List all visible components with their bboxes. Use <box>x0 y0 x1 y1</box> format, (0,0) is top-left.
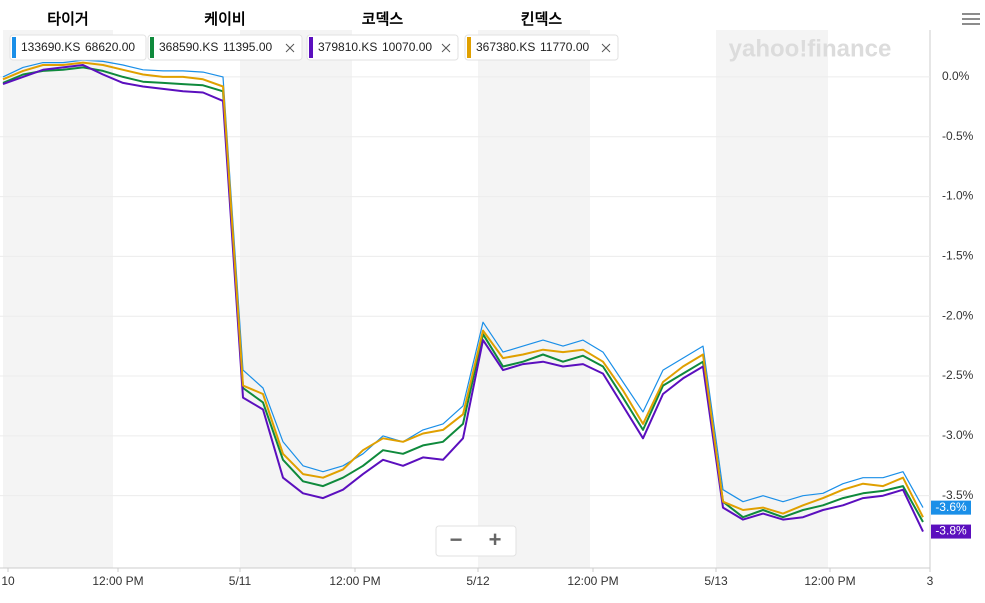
legend-name: 367380.KS <box>476 40 535 54</box>
x-tick-label: 5/13 <box>704 574 728 588</box>
x-tick-label: 12:00 PM <box>92 574 143 588</box>
end-label-bg <box>931 524 971 539</box>
close-icon <box>441 43 451 53</box>
y-tick-label: -2.5% <box>942 368 974 382</box>
settings-icon[interactable] <box>962 13 980 25</box>
y-tick-label: -0.5% <box>942 129 974 143</box>
series-line <box>2 66 924 523</box>
legend-chip: 133690.KS 68620.00 <box>9 34 147 61</box>
zoom-button[interactable]: − <box>450 527 463 552</box>
remove-button[interactable] <box>601 43 611 53</box>
zoom-button[interactable]: + <box>489 527 502 552</box>
y-tick-label: -1.0% <box>942 189 974 203</box>
series-alias: 킨덱스 <box>521 10 563 28</box>
legend-chip: 379810.KS 10070.00 <box>306 34 459 61</box>
end-label-bg <box>931 500 971 515</box>
series-alias: 케이비 <box>204 11 245 28</box>
close-icon <box>285 43 295 53</box>
remove-button[interactable] <box>441 43 451 53</box>
y-tick-label: -3.0% <box>942 428 974 442</box>
x-tick-label: 5/12 <box>466 574 490 588</box>
series-alias: 코덱스 <box>362 11 404 28</box>
chip-bg <box>306 34 459 61</box>
series-line <box>2 59 924 508</box>
chip-color <box>467 37 471 58</box>
x-tick-label: 12:00 PM <box>567 574 618 588</box>
legend-name: 133690.KS <box>21 40 80 54</box>
legend-price: 11770.00 <box>540 40 589 54</box>
zoom-controls: − + <box>435 525 517 557</box>
y-tick-label: -3.5% <box>942 488 974 502</box>
series-line <box>2 64 924 533</box>
chip-bg <box>464 34 619 61</box>
chip-bg <box>147 34 303 61</box>
remove-button[interactable] <box>285 43 295 53</box>
x-tick-label: 3 <box>927 574 934 588</box>
y-tick-label: -2.0% <box>942 308 974 322</box>
x-tick-label: 5/11 <box>229 574 252 588</box>
watermark: yahoo!finance <box>729 35 892 62</box>
y-tick-label: -1.5% <box>942 249 974 263</box>
zoom-bg <box>435 525 517 557</box>
x-tick-label: 10 <box>1 574 15 588</box>
chip-color <box>309 37 313 58</box>
legend-chip: 367380.KS 11770.00 <box>464 34 619 61</box>
legend-price: 11395.00 <box>223 40 272 54</box>
chip-bg <box>9 34 147 61</box>
chip-color <box>150 37 154 58</box>
legend-name: 379810.KS <box>318 40 377 54</box>
end-label: -3.8% <box>935 524 967 538</box>
end-label: -3.6% <box>935 500 967 514</box>
y-tick-label: 0.0% <box>942 69 970 83</box>
x-tick-label: 12:00 PM <box>804 574 855 588</box>
legend-chip: 368590.KS 11395.00 <box>147 34 303 61</box>
chip-color <box>12 37 16 58</box>
legend-price: 10070.00 <box>382 40 432 54</box>
series-line <box>2 61 924 518</box>
series-alias: 타이거 <box>47 11 88 28</box>
session-shading <box>3 30 828 568</box>
close-icon <box>601 43 611 53</box>
legend-price: 68620.00 <box>85 40 135 54</box>
legend-name: 368590.KS <box>159 40 218 54</box>
x-tick-label: 12:00 PM <box>329 574 380 588</box>
